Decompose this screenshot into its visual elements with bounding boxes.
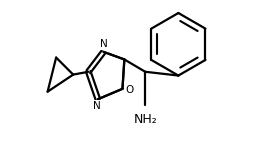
Text: N: N [100,39,107,49]
Text: N: N [93,101,101,111]
Text: NH₂: NH₂ [133,114,157,127]
Text: O: O [125,85,134,95]
